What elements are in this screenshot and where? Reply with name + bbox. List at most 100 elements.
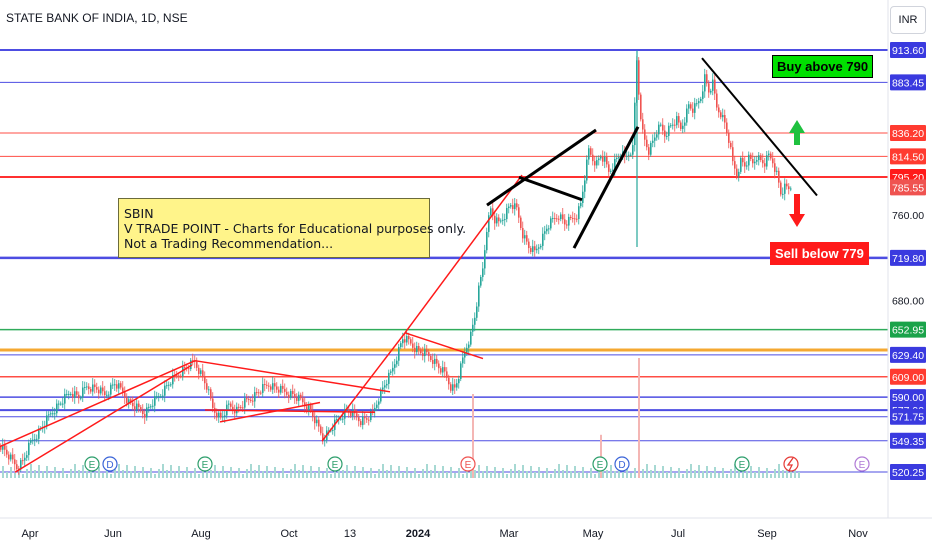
- candle-body: [462, 357, 464, 364]
- candle-body: [514, 203, 516, 210]
- candle-body: [196, 361, 198, 368]
- candle-body: [284, 388, 286, 392]
- volume-bar: [174, 471, 176, 478]
- volume-bar: [66, 474, 68, 478]
- candle-body: [52, 413, 54, 415]
- volume-bar: [86, 471, 88, 478]
- volume-bar: [674, 473, 676, 478]
- candle-body: [642, 119, 644, 130]
- dividend-marker-label: D: [618, 460, 625, 471]
- candle-body: [648, 147, 650, 155]
- volume-bar: [330, 474, 332, 478]
- candle-body: [448, 377, 450, 385]
- candle-body: [394, 364, 396, 368]
- candle-body: [296, 397, 298, 401]
- candle-body: [512, 205, 514, 210]
- candle-body: [666, 135, 668, 137]
- price-label: 785.55: [892, 182, 924, 194]
- candle-body: [222, 416, 224, 418]
- candle-body: [156, 396, 158, 398]
- candle-body: [120, 383, 122, 388]
- volume-bar: [534, 472, 536, 478]
- volume-bar: [418, 474, 420, 478]
- volume-bar: [318, 467, 320, 478]
- volume-bar: [78, 470, 80, 478]
- volume-bar: [486, 466, 488, 478]
- candle-body: [12, 454, 14, 460]
- x-tick-label: 13: [344, 528, 356, 540]
- candle-body: [100, 387, 102, 394]
- volume-bar: [266, 466, 268, 478]
- horizontal-levels: [0, 49, 888, 473]
- volume-bar: [494, 467, 496, 478]
- volume-bar: [582, 467, 584, 478]
- volume-spike: [638, 358, 640, 478]
- candle-body: [290, 391, 292, 398]
- candle-body: [302, 398, 304, 403]
- volume-bar: [710, 472, 712, 478]
- trendline: [404, 174, 523, 334]
- candle-body: [262, 384, 264, 393]
- volume-bar: [254, 470, 256, 478]
- candle-body: [574, 218, 576, 220]
- price-label: 719.80: [892, 253, 924, 265]
- volume-bar: [314, 472, 316, 478]
- candle-body: [114, 384, 116, 386]
- candle-body: [46, 415, 48, 427]
- price-label-box: [890, 179, 926, 196]
- volume-bar: [434, 465, 436, 478]
- candle-body: [14, 459, 16, 465]
- candle-body: [702, 91, 704, 99]
- trendline: [321, 332, 406, 442]
- volume-bar: [110, 474, 112, 478]
- candle-body: [16, 464, 18, 470]
- candle-body: [526, 235, 528, 242]
- volume-bar: [198, 474, 200, 478]
- candle-body: [562, 214, 564, 220]
- candle-body: [374, 407, 376, 412]
- earnings-marker-label: E: [859, 460, 866, 471]
- candle-body: [618, 156, 620, 158]
- candle-body: [640, 94, 642, 120]
- volume-bar: [574, 466, 576, 478]
- volume-bar: [410, 473, 412, 478]
- volume-bar: [186, 467, 188, 478]
- volume-bar: [422, 469, 424, 478]
- candle-body: [758, 155, 760, 161]
- volume-bar: [154, 474, 156, 478]
- candle-body: [268, 385, 270, 387]
- candle-body: [2, 444, 4, 450]
- candle-body: [88, 386, 90, 390]
- earnings-marker-label: E: [739, 460, 746, 471]
- candle-body: [360, 421, 362, 426]
- candle-body: [668, 125, 670, 136]
- candle-body: [494, 215, 496, 224]
- candle-body: [608, 164, 610, 172]
- volume-bar: [602, 464, 604, 478]
- candle-body: [722, 115, 724, 118]
- candle-body: [68, 393, 70, 395]
- candle-body: [50, 413, 52, 415]
- volume-bar: [226, 472, 228, 478]
- candle-body: [172, 374, 174, 385]
- candle-body: [406, 336, 408, 343]
- candle-body: [682, 125, 684, 129]
- volume-bar: [654, 465, 656, 478]
- candle-body: [652, 140, 654, 143]
- volume-bar: [730, 469, 732, 478]
- candle-body: [630, 154, 632, 156]
- volume-bar: [522, 465, 524, 478]
- candle-body: [188, 368, 190, 370]
- candle-body: [776, 170, 778, 172]
- volume-bar: [682, 474, 684, 478]
- candle-body: [762, 160, 764, 164]
- volume-bar: [586, 473, 588, 478]
- dividend-marker-label: D: [106, 460, 113, 471]
- trendline: [486, 128, 597, 207]
- candle-body: [8, 454, 10, 460]
- currency-button[interactable]: INR: [890, 6, 926, 34]
- volume-bar: [462, 474, 464, 478]
- candle-body: [34, 439, 36, 441]
- volume-bar: [530, 466, 532, 478]
- candle-body: [520, 217, 522, 229]
